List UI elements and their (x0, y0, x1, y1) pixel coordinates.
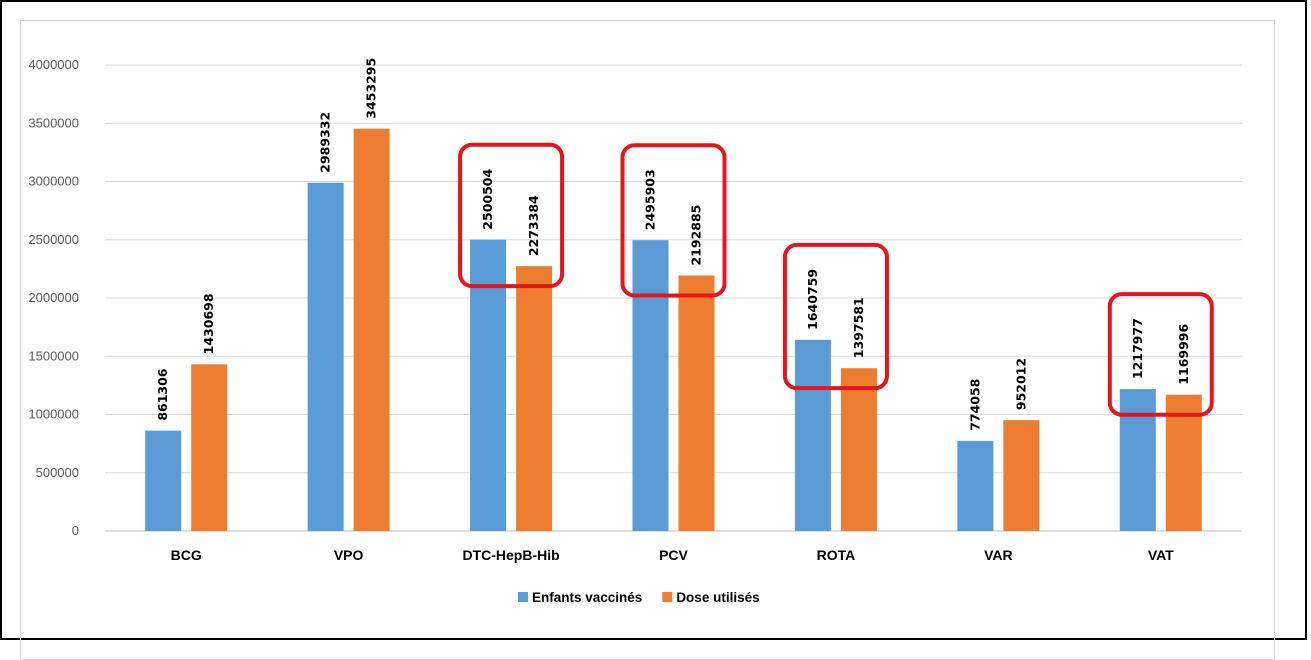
legend-label: Enfants vaccinés (532, 590, 642, 605)
bar-enfants-vaccines (307, 182, 344, 531)
bar-dose-utilises (840, 368, 877, 531)
legend-swatch (662, 592, 673, 602)
legend-label: Dose utilisés (676, 590, 759, 605)
bar-dose-utilises (516, 266, 553, 531)
bar-chart: 0 500000 1000000 1500000 2000000 2500000 30000… (28, 57, 1242, 605)
legend: Enfants vaccinés Dose utilisés (518, 590, 760, 605)
data-labels: 861306 1430698 2989332 3453295 2500504 227338… (155, 58, 1191, 431)
bar-dose-utilises (191, 364, 228, 531)
x-category-label: VAT (1148, 547, 1174, 563)
y-tick-label: 0 (72, 523, 79, 538)
y-tick-label: 3000000 (28, 174, 79, 189)
data-label: 1397581 (851, 297, 866, 358)
y-tick-label: 2000000 (28, 290, 79, 305)
x-category-label: ROTA (817, 547, 856, 563)
bar-dose-utilises (353, 128, 390, 531)
bars (145, 128, 1202, 531)
bar-enfants-vaccines (794, 339, 831, 531)
y-tick-label: 1000000 (28, 407, 79, 422)
y-tick-label: 1500000 (28, 348, 79, 363)
data-label: 1217977 (1130, 318, 1145, 379)
data-label: 2273384 (526, 195, 541, 256)
bar-enfants-vaccines (145, 430, 182, 531)
y-tick-label: 500000 (36, 465, 79, 480)
x-category-label: VAR (984, 547, 1013, 563)
bar-enfants-vaccines (632, 240, 669, 531)
x-category-label: VPO (334, 547, 364, 563)
highlight-box (782, 242, 889, 391)
highlight-box (620, 143, 727, 298)
highlight-boxes (458, 142, 1214, 417)
data-label: 1430698 (201, 293, 216, 354)
y-axis-ticks: 0 500000 1000000 1500000 2000000 2500000 30000… (28, 57, 79, 538)
bar-dose-utilises (1003, 420, 1040, 531)
x-category-label: PCV (659, 547, 688, 563)
data-label: 952012 (1013, 358, 1028, 410)
bar-enfants-vaccines (957, 440, 994, 531)
gridlines (105, 64, 1242, 532)
x-category-label: DTC-HepB-Hib (462, 547, 559, 563)
data-label: 1640759 (805, 269, 820, 330)
bar-enfants-vaccines (470, 239, 507, 531)
y-tick-label: 3500000 (28, 115, 79, 130)
y-tick-label: 2500000 (28, 232, 79, 247)
bar-dose-utilises (678, 275, 715, 531)
data-label: 774058 (967, 379, 982, 431)
bar-dose-utilises (1165, 394, 1202, 531)
y-tick-label: 4000000 (28, 57, 79, 72)
data-label: 2989332 (318, 112, 333, 173)
data-label: 861306 (155, 368, 170, 420)
highlight-box (1107, 292, 1214, 417)
data-label: 3453295 (364, 58, 379, 119)
bar-enfants-vaccines (1119, 389, 1156, 531)
data-label: 2500504 (480, 169, 495, 230)
data-label: 1169996 (1176, 324, 1191, 385)
data-label: 2192885 (689, 205, 704, 266)
x-axis-categories: BCG VPO DTC-HepB-Hib PCV ROTA VAR VAT (171, 547, 1175, 563)
x-category-label: BCG (171, 547, 202, 563)
data-label: 2495903 (643, 169, 658, 230)
highlight-box (458, 142, 565, 289)
legend-swatch (518, 592, 528, 602)
